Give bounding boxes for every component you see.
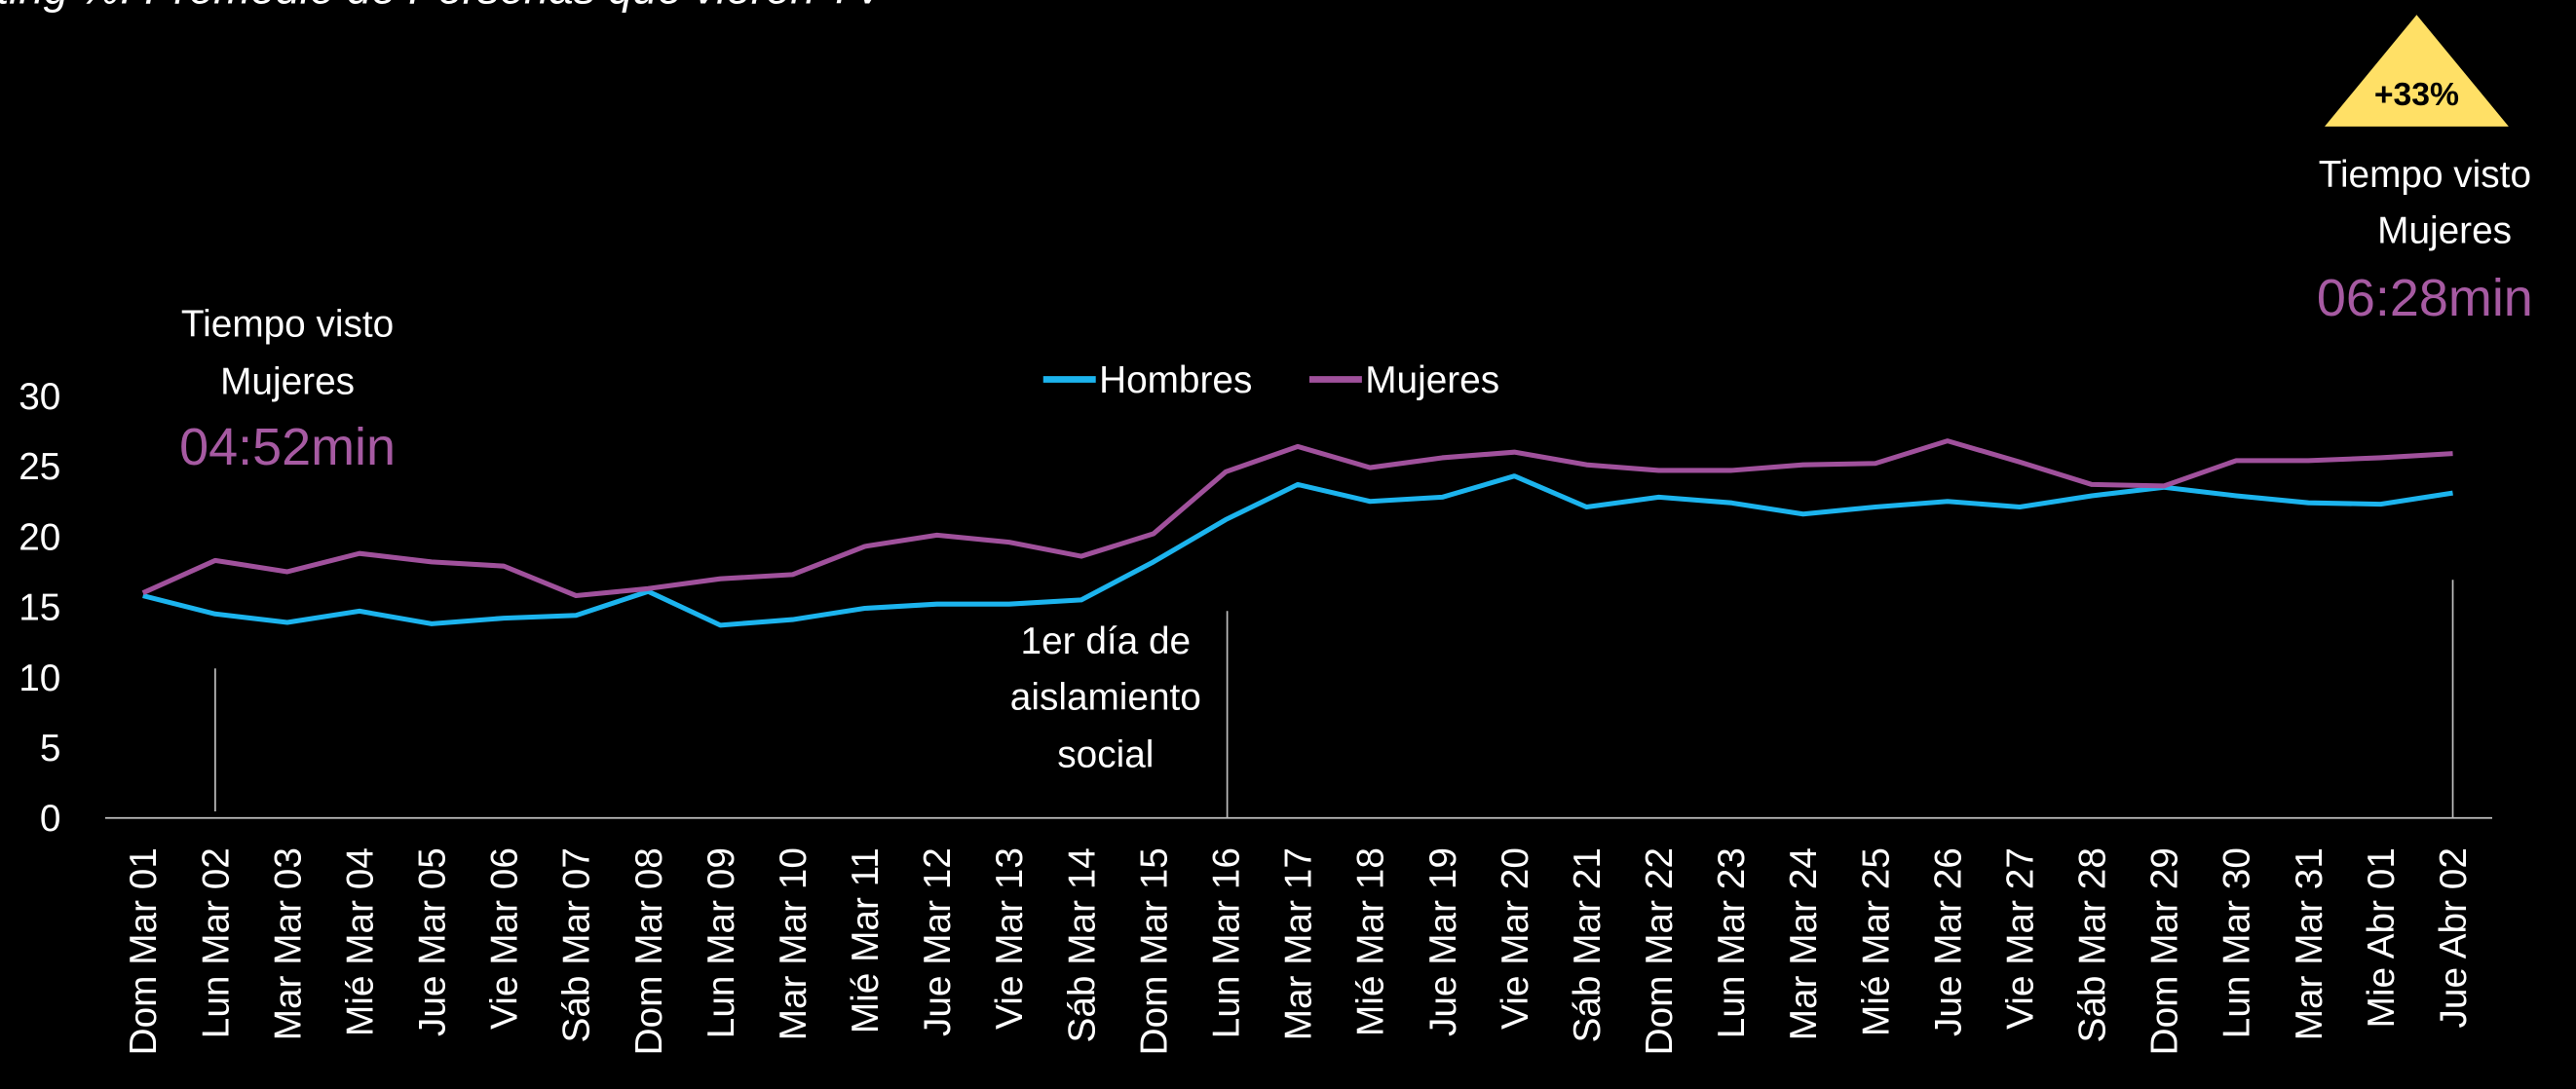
x-tick-label: Mar Mar 17 (1278, 847, 1320, 1040)
x-tick-label: Jue Mar 05 (412, 847, 454, 1036)
x-tick-label: Dom Mar 01 (123, 847, 165, 1055)
annotation-text: Tiempo visto (181, 304, 394, 346)
annotation-text: Mujeres (2377, 210, 2512, 252)
line-series (142, 473, 2453, 628)
x-tick-label: Sáb Mar 07 (556, 847, 598, 1042)
y-tick-label: 10 (19, 657, 60, 699)
y-tick-label: 20 (19, 516, 60, 558)
x-tick-label: Mar Mar 24 (1783, 847, 1825, 1040)
x-tick-label: Dom Mar 08 (628, 847, 670, 1055)
annotation-text: social (1057, 733, 1154, 775)
annotation-text: Tiempo visto (2319, 154, 2531, 196)
legend-label: Mujeres (1365, 359, 1499, 401)
annotation-text: 1er día de (1021, 620, 1192, 662)
x-tick-label: Lun Mar 02 (195, 847, 237, 1038)
x-tick-label: Dom Mar 15 (1133, 847, 1175, 1055)
badge-triangle (2325, 15, 2509, 127)
x-tick-label: Mie Abr 01 (2361, 847, 2403, 1028)
annotation-value: 06:28min (2317, 269, 2533, 327)
x-tick-label: Vie Mar 06 (484, 847, 526, 1030)
x-tick-label: Lun Mar 16 (1206, 847, 1248, 1038)
badge-text: +33% (2374, 76, 2459, 113)
x-tick-label: Sáb Mar 21 (1567, 847, 1609, 1042)
x-tick-label: Jue Mar 26 (1927, 847, 1969, 1036)
x-tick-label: Mié Mar 18 (1350, 847, 1392, 1036)
x-tick-label: Mié Mar 04 (339, 847, 381, 1036)
x-tick-label: Lun Mar 09 (701, 847, 742, 1038)
legend-label: Hombres (1099, 359, 1252, 401)
x-tick-label: Lun Mar 30 (2216, 847, 2258, 1038)
x-tick-label: Vie Mar 13 (989, 847, 1031, 1030)
x-tick-label: Mar Mar 10 (773, 847, 814, 1040)
x-tick-label: Lun Mar 23 (1711, 847, 1753, 1038)
x-tick-label: Jue Mar 12 (917, 847, 959, 1036)
x-tick-label: Dom Mar 29 (2144, 847, 2186, 1055)
x-tick-label: Sáb Mar 28 (2072, 847, 2114, 1042)
annotation-value: 04:52min (179, 418, 396, 476)
x-tick-label: Vie Mar 20 (1495, 847, 1536, 1030)
line-series (141, 438, 2453, 599)
x-tick-label: Dom Mar 22 (1639, 847, 1681, 1055)
chart-title: ting %: Promedio de Personas que vieron … (0, 0, 888, 13)
x-tick-label: Vie Mar 27 (1999, 847, 2041, 1030)
y-tick-label: 30 (19, 376, 60, 418)
x-tick-label: Mar Mar 03 (267, 847, 309, 1040)
y-tick-label: 5 (40, 728, 61, 770)
x-tick-label: Sáb Mar 14 (1061, 847, 1103, 1042)
x-tick-label: Mar Mar 31 (2289, 847, 2330, 1040)
annotation-text: Mujeres (220, 361, 355, 403)
y-tick-label: 25 (19, 446, 60, 488)
x-tick-label: Jue Mar 19 (1422, 847, 1464, 1036)
x-tick-label: Mié Mar 11 (845, 847, 887, 1033)
annotation-text: aislamiento (1010, 676, 1201, 718)
y-tick-label: 15 (19, 587, 60, 629)
y-tick-label: 0 (40, 798, 61, 840)
x-tick-label: Mié Mar 25 (1855, 847, 1897, 1036)
x-tick-label: Jue Abr 02 (2433, 847, 2475, 1028)
